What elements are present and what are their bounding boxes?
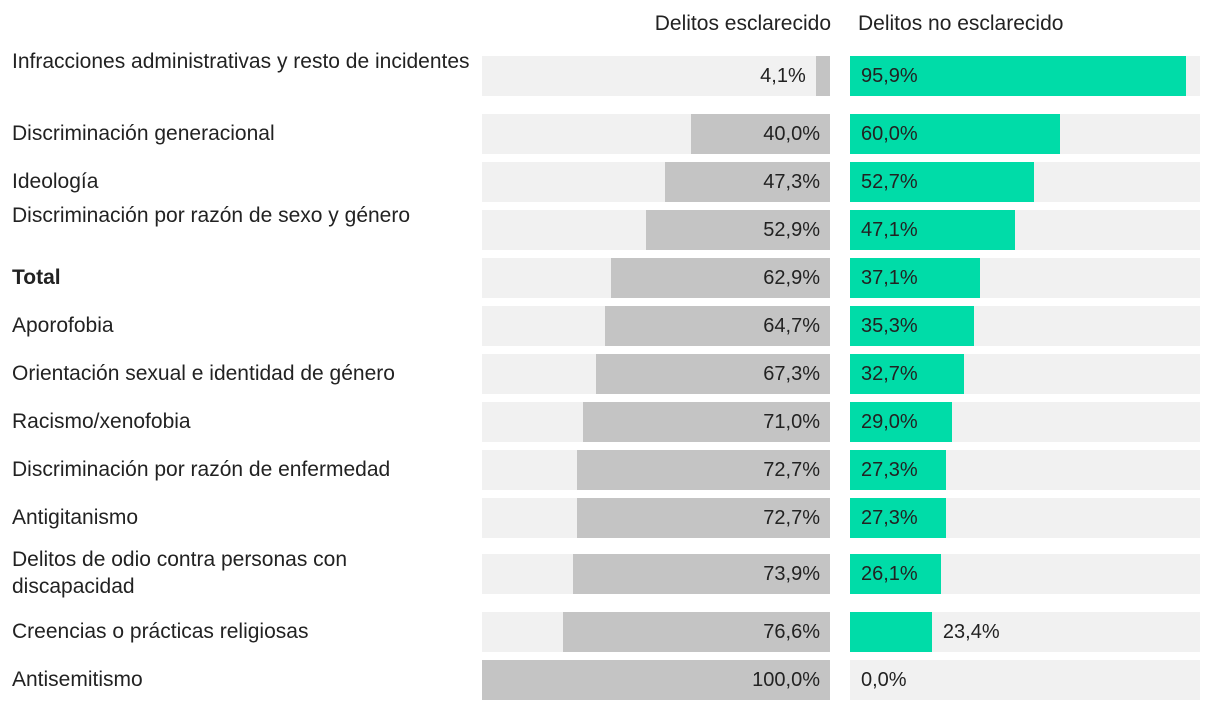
value-label-esclarecido: 100,0% — [752, 669, 820, 691]
bar-esclarecido — [690, 114, 830, 154]
category-label: Racismo/xenofobia — [12, 410, 191, 433]
bar-no-esclarecido — [850, 450, 946, 490]
category-label: Delitos de odio contra personas con disc… — [12, 548, 348, 598]
value-label-esclarecido: 67,3% — [763, 363, 820, 385]
track-esclarecido: 47,3% — [482, 162, 830, 202]
track-no-esclarecido: 60,0% — [850, 114, 1200, 154]
bar-no-esclarecido — [850, 210, 1015, 250]
value-label-no-esclarecido: 27,3% — [861, 459, 918, 481]
value-label-esclarecido: 76,6% — [763, 621, 820, 643]
header-esclarecido: Delitos esclarecido — [654, 12, 831, 35]
value-label-no-esclarecido: 52,7% — [861, 171, 918, 193]
track-esclarecido: 76,6% — [482, 612, 830, 652]
value-label-no-esclarecido: 23,4% — [942, 621, 1000, 643]
value-label-no-esclarecido: 27,3% — [861, 507, 918, 529]
track-esclarecido: 67,3% — [482, 354, 830, 394]
value-label-no-esclarecido: 35,3% — [861, 315, 918, 337]
value-label-esclarecido: 71,0% — [763, 411, 820, 433]
bar-esclarecido — [482, 660, 830, 700]
value-label-no-esclarecido: 26,1% — [861, 563, 918, 585]
bar-no-esclarecido — [850, 162, 1035, 202]
track-esclarecido: 52,9% — [482, 210, 830, 250]
track-esclarecido: 100,0% — [482, 660, 830, 700]
value-label-esclarecido: 52,9% — [763, 219, 820, 241]
track-no-esclarecido: 0,0% — [850, 660, 1200, 700]
track-esclarecido: 72,7% — [482, 498, 830, 538]
bar-esclarecido — [582, 402, 830, 442]
value-label-esclarecido: 62,9% — [763, 267, 820, 289]
category-label: Creencias o prácticas religiosas — [12, 620, 309, 643]
bar-no-esclarecido — [850, 354, 965, 394]
category-label: Ideología — [12, 170, 99, 193]
track-no-esclarecido: 27,3% — [850, 450, 1200, 490]
bar-esclarecido — [815, 56, 830, 96]
value-label-esclarecido: 47,3% — [763, 171, 820, 193]
value-label-esclarecido: 72,7% — [763, 507, 820, 529]
bar-esclarecido — [604, 306, 830, 346]
bar-no-esclarecido — [850, 402, 952, 442]
track-no-esclarecido: 23,4% — [850, 612, 1200, 652]
track-esclarecido: 72,7% — [482, 450, 830, 490]
bar-no-esclarecido — [850, 554, 942, 594]
track-no-esclarecido: 47,1% — [850, 210, 1200, 250]
track-esclarecido: 40,0% — [482, 114, 830, 154]
category-label: Discriminación por razón de sexo y géner… — [12, 204, 411, 227]
track-no-esclarecido: 37,1% — [850, 258, 1200, 298]
value-label-esclarecido: 73,9% — [763, 563, 820, 585]
track-esclarecido: 71,0% — [482, 402, 830, 442]
bar-esclarecido — [665, 162, 830, 202]
value-label-no-esclarecido: 95,9% — [861, 65, 918, 87]
track-no-esclarecido: 29,0% — [850, 402, 1200, 442]
bar-esclarecido — [577, 450, 830, 490]
value-label-no-esclarecido: 47,1% — [861, 219, 918, 241]
track-esclarecido: 62,9% — [482, 258, 830, 298]
category-label: Antigitanismo — [12, 506, 139, 529]
bar-esclarecido — [645, 210, 830, 250]
bar-esclarecido — [611, 258, 830, 298]
track-no-esclarecido: 26,1% — [850, 554, 1200, 594]
value-label-esclarecido: 40,0% — [763, 123, 820, 145]
category-label: Infracciones administrativas y resto de … — [12, 50, 470, 73]
bar-esclarecido — [572, 554, 830, 594]
track-esclarecido: 64,7% — [482, 306, 830, 346]
track-no-esclarecido: 95,9% — [850, 56, 1200, 96]
value-label-no-esclarecido: 32,7% — [861, 363, 918, 385]
bar-esclarecido — [577, 498, 830, 538]
value-label-esclarecido: 4,1% — [760, 65, 806, 87]
category-label: Aporofobia — [12, 314, 114, 337]
header-no-esclarecido: Delitos no esclarecido — [858, 12, 1064, 35]
bar-no-esclarecido — [850, 498, 946, 538]
value-label-no-esclarecido: 60,0% — [861, 123, 918, 145]
bar-esclarecido — [595, 354, 830, 394]
category-label: Discriminación generacional — [12, 122, 275, 145]
category-label: Antisemitismo — [12, 668, 143, 691]
track-no-esclarecido: 32,7% — [850, 354, 1200, 394]
value-label-no-esclarecido: 0,0% — [861, 669, 907, 691]
bar-no-esclarecido — [850, 612, 932, 652]
category-label: Total — [12, 266, 61, 289]
category-label: Orientación sexual e identidad de género — [12, 362, 395, 385]
track-esclarecido: 73,9% — [482, 554, 830, 594]
bar-esclarecido — [563, 612, 830, 652]
value-label-no-esclarecido: 37,1% — [861, 267, 918, 289]
category-label: Discriminación por razón de enfermedad — [12, 458, 391, 481]
track-no-esclarecido: 27,3% — [850, 498, 1200, 538]
bar-no-esclarecido — [850, 306, 974, 346]
value-label-no-esclarecido: 29,0% — [861, 411, 918, 433]
value-label-esclarecido: 64,7% — [763, 315, 820, 337]
bar-no-esclarecido — [850, 258, 980, 298]
track-no-esclarecido: 35,3% — [850, 306, 1200, 346]
track-esclarecido: 4,1% — [482, 56, 830, 96]
bar-no-esclarecido — [850, 56, 1186, 96]
bar-no-esclarecido — [850, 114, 1060, 154]
value-label-esclarecido: 72,7% — [763, 459, 820, 481]
track-no-esclarecido: 52,7% — [850, 162, 1200, 202]
